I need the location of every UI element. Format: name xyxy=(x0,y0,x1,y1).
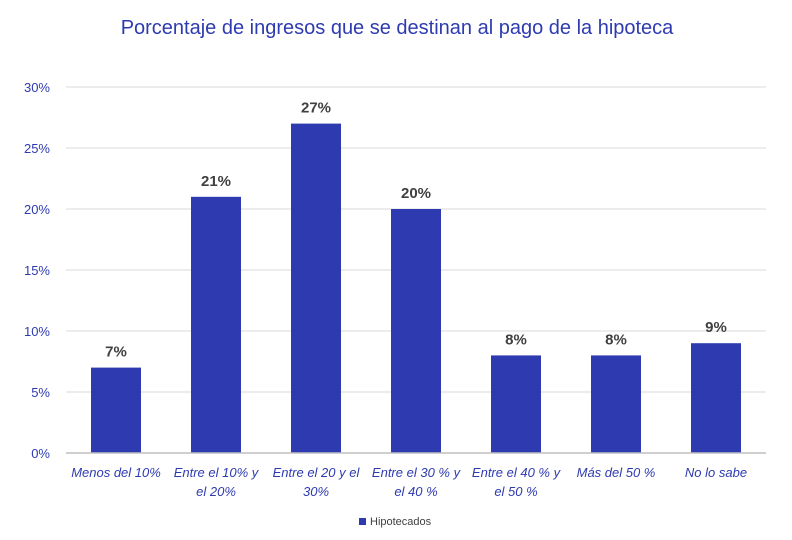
data-label: 21% xyxy=(201,173,231,190)
bar xyxy=(91,367,141,453)
y-tick-label: 0% xyxy=(31,446,50,461)
x-tick-label: Menos del 10% xyxy=(71,465,161,480)
bars xyxy=(91,123,741,454)
x-axis-ticks: Menos del 10% Entre el 10% y el 20% Entre e… xyxy=(71,465,747,499)
x-tick-label: No lo sabe xyxy=(685,465,747,480)
x-tick-label: el 40 % xyxy=(394,484,437,499)
bar xyxy=(391,209,441,453)
y-tick-label: 5% xyxy=(31,385,50,400)
bar xyxy=(191,196,241,454)
data-labels: 7% 21% 27% 20% 8% 8% 9% xyxy=(105,100,727,361)
x-tick-label: Entre el 30 % y xyxy=(372,465,462,480)
data-label: 27% xyxy=(301,100,331,117)
bar xyxy=(591,355,641,453)
data-label: 8% xyxy=(505,331,527,348)
y-tick-label: 15% xyxy=(24,263,50,278)
y-tick-label: 10% xyxy=(24,324,50,339)
data-label: 7% xyxy=(105,344,127,361)
legend-label: Hipotecados xyxy=(370,516,432,528)
data-label: 20% xyxy=(401,185,431,202)
bar xyxy=(691,343,741,453)
chart-title: Porcentaje de ingresos que se destinan a… xyxy=(121,17,674,39)
x-tick-label: Entre el 40 % y xyxy=(472,465,562,480)
bar xyxy=(491,355,541,453)
y-tick-label: 20% xyxy=(24,202,50,217)
y-tick-label: 25% xyxy=(24,141,50,156)
y-tick-label: 30% xyxy=(24,80,50,95)
x-tick-label: el 20% xyxy=(196,484,236,499)
x-tick-label: Entre el 10% y xyxy=(174,465,260,480)
legend-swatch xyxy=(359,518,366,525)
x-tick-label: Más del 50 % xyxy=(577,465,656,480)
x-tick-label: Entre el 20 y el xyxy=(273,465,361,480)
y-axis-ticks: 0% 5% 10% 15% 20% 25% 30% xyxy=(24,80,50,461)
x-tick-label: el 50 % xyxy=(494,484,537,499)
x-tick-label: 30% xyxy=(303,484,329,499)
legend: Hipotecados xyxy=(359,516,432,528)
data-label: 8% xyxy=(605,331,627,348)
data-label: 9% xyxy=(705,319,727,336)
bar xyxy=(291,123,341,453)
